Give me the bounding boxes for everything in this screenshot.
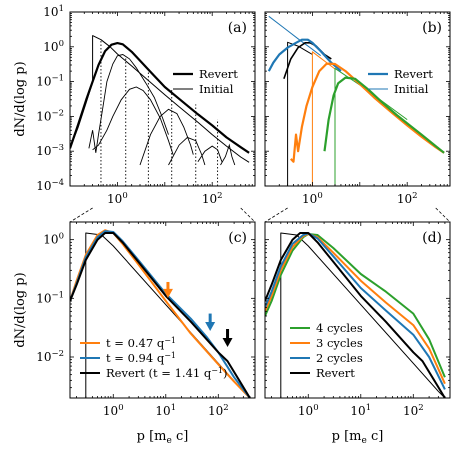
plot-area [70, 35, 250, 186]
y-tick-label: 10−4 [36, 178, 64, 193]
series-line-guide [311, 51, 336, 186]
x-tick-label: 100 [302, 191, 323, 206]
x-tick-label: 100 [107, 191, 128, 206]
sub-distribution-line [220, 143, 236, 166]
legend-label: 4 cycles [316, 321, 363, 335]
panel-c: 100 10−1 10−2 100 101 102 (c) t = 0.47 q−1t = 0… [13, 221, 256, 446]
series-line-guide [280, 232, 446, 398]
y-tick-label: 10−3 [36, 143, 64, 158]
y-tick-label: 101 [43, 4, 64, 19]
sub-distribution-line [92, 86, 174, 155]
x-tick-label: 102 [208, 403, 229, 418]
sub-distribution-line [168, 136, 206, 166]
series-line-revert-t-1-41-q-1 [70, 232, 251, 398]
y-tick-label: 10−2 [36, 108, 64, 123]
series-line-guide [290, 62, 445, 163]
y-axis-label: dN/d(log p) [13, 272, 28, 347]
sub-distribution-line [139, 108, 194, 166]
x-tick-label: 102 [397, 191, 418, 206]
panel-label: (a) [228, 20, 247, 36]
legend-label: Initial [199, 82, 234, 96]
y-tick-label: 100 [43, 39, 64, 54]
legend-label: Revert [199, 67, 238, 81]
zoom-connector-line [435, 207, 451, 223]
panel-label: (d) [422, 230, 442, 246]
plot-area [70, 229, 251, 398]
series-line-revert [267, 38, 342, 72]
x-axis-label: p [me c] [332, 429, 384, 446]
y-tick-label: 10−2 [36, 349, 64, 364]
legend-label: Initial [394, 82, 429, 96]
legend-label: 2 cycles [316, 351, 363, 365]
arrow-head [205, 322, 216, 332]
legend-label: t = 0.47 q−1 [106, 336, 176, 350]
plot-area [265, 232, 446, 398]
zoom-connector-line [69, 207, 93, 223]
x-tick-label: 102 [202, 191, 223, 206]
plot-area [267, 15, 445, 186]
legend-label: Revert [316, 366, 355, 380]
x-tick-label: 101 [350, 403, 371, 418]
series-line-4-cycles [265, 233, 446, 378]
y-tick-label: 10−1 [36, 74, 64, 89]
series-line-revert [70, 42, 250, 154]
x-tick-label: 100 [103, 403, 124, 418]
legend-label: 3 cycles [316, 336, 363, 350]
x-axis-label: p [me c] [137, 429, 189, 446]
legend-label: Revert (t = 1.41 q−1) [106, 366, 228, 380]
legend-label: Revert [394, 67, 433, 81]
zoom-connector-line [240, 207, 256, 223]
y-tick-label: 100 [43, 232, 64, 247]
arrow-head [162, 288, 173, 298]
x-tick-label: 102 [403, 403, 424, 418]
y-tick-label: 10−1 [36, 290, 64, 305]
x-tick-label: 101 [155, 403, 176, 418]
axes-frame [264, 221, 451, 399]
series-line-initial [268, 15, 322, 56]
panel-label: (b) [422, 20, 442, 36]
x-tick-label: 100 [298, 403, 319, 418]
series-line-3-cycles [265, 233, 446, 385]
series-line-guide [287, 41, 313, 186]
panel-label: (c) [228, 230, 247, 246]
zoom-connector-line [264, 207, 288, 223]
series-line-2-cycles [265, 232, 446, 390]
legend-label: t = 0.94 q−1 [106, 351, 176, 365]
axes-frame [69, 221, 256, 399]
sub-distribution-line [197, 145, 223, 162]
series-line-revert [265, 232, 446, 398]
panel-a: 101 100 10−1 10−2 10−3 10−4 100 102 (a) RevertIni… [13, 4, 256, 206]
arrow-head [222, 338, 233, 348]
y-axis-label: dN/d(log p) [13, 61, 28, 136]
